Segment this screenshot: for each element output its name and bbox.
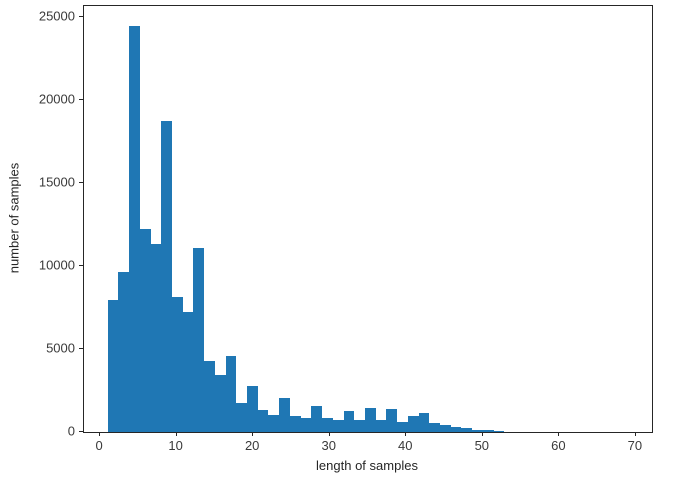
y-tick-mark bbox=[79, 431, 83, 432]
y-tick-mark bbox=[79, 98, 83, 100]
histogram-bar bbox=[450, 427, 462, 432]
y-tick-mark bbox=[79, 15, 83, 17]
histogram-bar bbox=[482, 430, 494, 432]
histogram-bar bbox=[397, 421, 408, 432]
y-tick-label: 25000 bbox=[38, 8, 75, 24]
histogram-bar bbox=[311, 405, 323, 432]
histogram-bar bbox=[364, 408, 376, 432]
x-tick-label: 40 bbox=[398, 438, 413, 453]
histogram-bar bbox=[375, 420, 387, 432]
histogram-bar bbox=[182, 311, 194, 432]
y-tick-mark bbox=[79, 347, 83, 349]
histogram-bar bbox=[129, 26, 140, 432]
histogram-bar bbox=[204, 360, 215, 432]
y-tick-mark bbox=[79, 181, 83, 183]
histogram-bar bbox=[439, 425, 451, 432]
histogram-bar bbox=[418, 413, 430, 432]
x-tick-label: 50 bbox=[474, 438, 490, 453]
histogram-bar bbox=[161, 120, 173, 432]
x-tick-label: 70 bbox=[627, 438, 643, 453]
histogram-bar bbox=[150, 243, 162, 432]
histogram-bar bbox=[354, 420, 365, 432]
x-tick-label: 0 bbox=[95, 438, 103, 453]
histogram-bar bbox=[139, 228, 151, 432]
x-tick-mark bbox=[634, 432, 636, 436]
histogram-bar bbox=[279, 397, 290, 432]
y-tick-label: 15000 bbox=[38, 174, 75, 190]
histogram-bar bbox=[193, 247, 205, 432]
histogram-bar bbox=[461, 428, 473, 432]
histogram-bar bbox=[407, 416, 419, 432]
y-tick-mark bbox=[79, 264, 83, 266]
y-axis-label: number of samples bbox=[6, 162, 22, 274]
y-tick-label: 5000 bbox=[46, 340, 75, 356]
histogram-bar bbox=[214, 375, 226, 432]
histogram-bar bbox=[386, 409, 398, 432]
histogram-bar bbox=[429, 423, 440, 432]
histogram-bar bbox=[343, 410, 355, 432]
x-tick-mark bbox=[252, 432, 254, 436]
histogram-bar bbox=[257, 409, 269, 432]
x-axis-label: length of samples bbox=[316, 458, 418, 473]
x-tick-label: 60 bbox=[551, 438, 566, 453]
histogram-bar bbox=[118, 271, 130, 432]
histogram-bar bbox=[172, 297, 183, 432]
histogram-bar bbox=[289, 415, 301, 432]
histogram-bar bbox=[332, 420, 344, 432]
histogram-bar bbox=[225, 355, 237, 432]
plot-area bbox=[83, 5, 653, 433]
histogram-bar bbox=[107, 300, 119, 432]
x-tick-mark bbox=[558, 432, 560, 436]
x-tick-mark bbox=[175, 432, 177, 436]
histogram-bar bbox=[493, 431, 505, 432]
histogram-bar bbox=[322, 418, 333, 432]
y-tick-label: 10000 bbox=[38, 257, 75, 273]
histogram-bar bbox=[472, 429, 483, 432]
y-tick-label: 20000 bbox=[38, 91, 75, 107]
x-tick-mark bbox=[481, 432, 483, 436]
x-tick-mark bbox=[405, 432, 407, 436]
histogram-bar bbox=[268, 414, 280, 432]
histogram-bar bbox=[247, 386, 258, 432]
histogram-bar bbox=[236, 402, 248, 432]
x-tick-label: 10 bbox=[168, 438, 183, 453]
x-tick-label: 20 bbox=[244, 438, 260, 453]
x-tick-label: 30 bbox=[321, 438, 336, 453]
x-tick-mark bbox=[99, 432, 101, 436]
x-tick-mark bbox=[328, 432, 330, 436]
histogram-bar bbox=[300, 417, 312, 432]
y-tick-label: 0 bbox=[67, 423, 75, 439]
